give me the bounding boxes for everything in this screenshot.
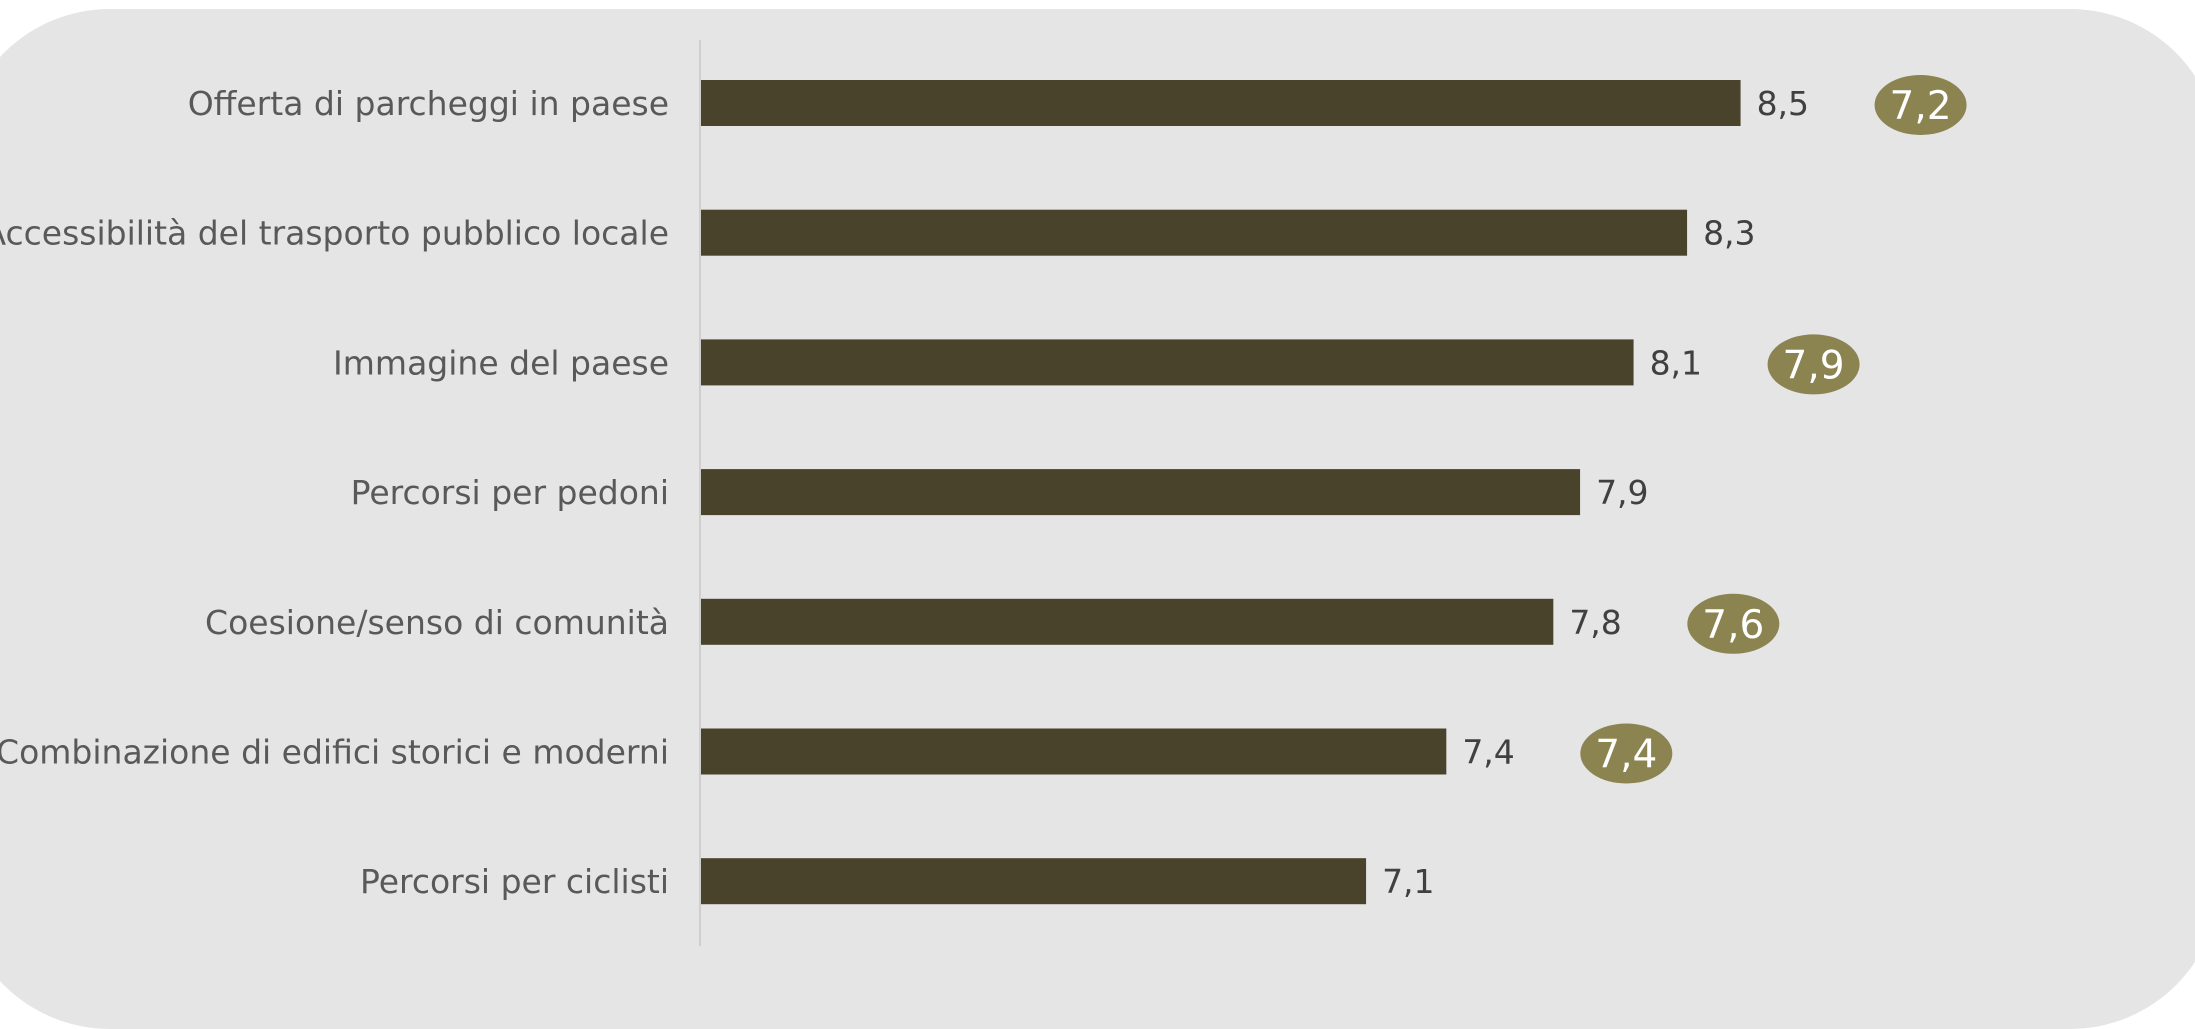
bar — [701, 339, 1634, 386]
category-label: Percorsi per ciclisti — [360, 862, 669, 901]
data-label: 7,9 — [1596, 473, 1648, 512]
comparison-badge — [1874, 75, 1967, 135]
category-label: Offerta di parcheggi in paese — [188, 84, 669, 123]
category-label: Immagine del paese — [333, 343, 669, 382]
bar — [701, 598, 1554, 645]
comparison-badge — [1580, 723, 1673, 784]
bar — [701, 80, 1741, 126]
bar — [701, 858, 1367, 905]
chart-panel: Offerta di parcheggi in paese 8,5 7,2 Acces… — [0, 9, 2195, 1029]
data-label: 7,1 — [1382, 862, 1434, 901]
data-label: 8,5 — [1757, 84, 1809, 123]
data-label: 8,1 — [1650, 343, 1702, 382]
category-label: Coesione/senso di comunità — [205, 603, 669, 642]
data-label: 7,4 — [1462, 733, 1514, 772]
data-label: 7,8 — [1569, 603, 1621, 642]
category-label: Combinazione di edifici storici e modern… — [0, 733, 669, 772]
bar — [701, 209, 1688, 256]
bar — [701, 469, 1581, 516]
data-label: 8,3 — [1703, 214, 1755, 253]
comparison-label: 7,6 — [1702, 603, 1764, 648]
bars-layer: Offerta di parcheggi in paese 8,5 7,2 Acces… — [0, 75, 1967, 905]
bar — [701, 728, 1447, 775]
comparison-label: 7,2 — [1890, 84, 1952, 129]
comparison-badge — [1687, 593, 1780, 654]
category-label: Percorsi per pedoni — [351, 473, 669, 512]
comparison-badge — [1767, 334, 1860, 395]
comparison-label: 7,9 — [1783, 343, 1845, 388]
comparison-label: 7,4 — [1595, 733, 1657, 778]
category-label: Accessibilità del trasporto pubblico loc… — [0, 214, 669, 253]
bar-chart: Offerta di parcheggi in paese 8,5 7,2 Acces… — [0, 40, 1967, 946]
